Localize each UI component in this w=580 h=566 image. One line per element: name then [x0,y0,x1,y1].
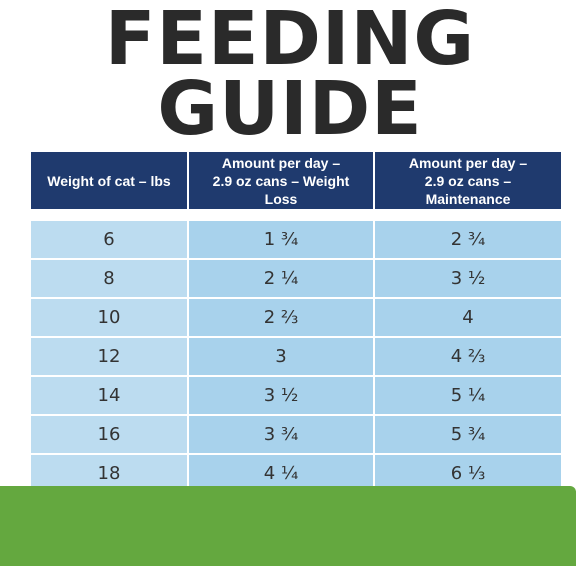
header-weight-loss-line-2: 2.9 oz cans – Weight Loss [212,172,350,207]
cell-weight-loss: 1 ¾ [189,221,375,260]
cell-weight: 6 [31,221,189,260]
page-title-line-2: GUIDE [157,66,423,152]
header-maintenance-line-2: 2.9 oz cans – Maintenance [424,172,512,207]
cell-weight: 14 [31,377,189,416]
cell-maintenance: 5 ¼ [375,377,561,416]
header-weight: Weight of cat – lbs [31,152,189,209]
header-weight-loss: Amount per day – 2.9 oz cans – Weight Lo… [189,152,375,209]
cell-weight-loss: 3 [189,338,375,377]
cell-maintenance: 2 ¾ [375,221,561,260]
page-title-line-1: FEEDING [104,0,476,82]
cell-maintenance: 4 ⅔ [375,338,561,377]
table-spacer [31,209,561,221]
feeding-guide-table: Weight of cat – lbs Amount per day – 2.9… [31,152,561,494]
table-row: 6 1 ¾ 2 ¾ [31,221,561,260]
header-weight-label: Weight of cat – lbs [47,172,171,189]
cell-maintenance: 5 ¾ [375,416,561,455]
cell-weight-loss: 3 ½ [189,377,375,416]
header-maintenance: Amount per day – 2.9 oz cans – Maintenan… [375,152,561,209]
cell-weight: 8 [31,260,189,299]
table-header-row: Weight of cat – lbs Amount per day – 2.9… [31,152,561,209]
cell-weight: 12 [31,338,189,377]
cell-weight: 16 [31,416,189,455]
cell-weight: 10 [31,299,189,338]
cell-maintenance: 4 [375,299,561,338]
cell-weight-loss: 2 ¼ [189,260,375,299]
cell-weight-loss: 2 ⅔ [189,299,375,338]
table-row: 10 2 ⅔ 4 [31,299,561,338]
cell-maintenance: 3 ½ [375,260,561,299]
table-row: 14 3 ½ 5 ¼ [31,377,561,416]
header-weight-loss-line-1: Amount per day – [221,154,341,171]
table-row: 8 2 ¼ 3 ½ [31,260,561,299]
header-maintenance-line-1: Amount per day – [408,154,528,171]
table-row: 12 3 4 ⅔ [31,338,561,377]
cell-weight-loss: 3 ¾ [189,416,375,455]
green-footer-band [0,486,576,566]
table-row: 16 3 ¾ 5 ¾ [31,416,561,455]
